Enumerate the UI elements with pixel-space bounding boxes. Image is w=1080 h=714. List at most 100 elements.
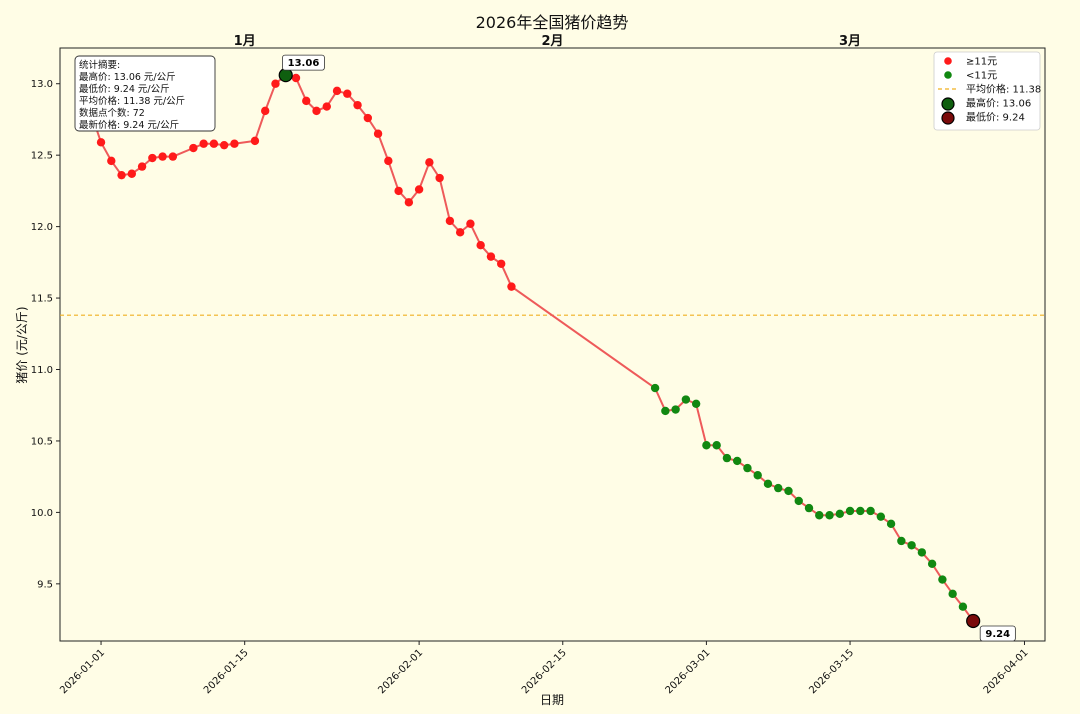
y-tick-label: 13.0	[31, 79, 53, 90]
legend-label: 平均价格: 11.38	[966, 83, 1041, 96]
data-point	[353, 100, 362, 110]
data-point	[250, 136, 260, 146]
data-point	[753, 471, 762, 480]
y-tick-label: 9.5	[37, 579, 53, 590]
data-point	[774, 483, 783, 493]
month-label: 2月	[541, 34, 563, 49]
legend-label: 最高价: 13.06	[966, 97, 1031, 110]
data-point	[373, 129, 383, 138]
data-point	[897, 536, 906, 546]
x-tick-label: 2026-02-15	[520, 647, 569, 696]
summary-line: 数据点个数: 72	[79, 107, 145, 119]
min-annotation-box	[979, 625, 1016, 642]
data-point	[230, 139, 239, 148]
y-tick-label: 11.0	[31, 365, 53, 376]
data-point	[302, 96, 311, 106]
x-tick-label: 2026-01-15	[202, 647, 251, 696]
summary-line: 最低价: 9.24 元/公斤	[79, 83, 170, 95]
x-tick-label: 2026-03-15	[807, 647, 856, 696]
data-point	[702, 441, 711, 450]
y-tick-label: 12.5	[31, 151, 53, 162]
data-point	[158, 152, 167, 161]
min-point-marker	[966, 613, 981, 629]
summary-frame	[74, 55, 216, 132]
data-point	[866, 506, 875, 516]
data-point	[835, 509, 844, 519]
data-point	[271, 79, 280, 88]
y-axis-label: 猪价 (元/公斤)	[15, 306, 29, 383]
summary-line: 最高价: 13.06 元/公斤	[79, 71, 176, 83]
data-point	[404, 198, 414, 207]
data-point	[856, 506, 865, 516]
data-point	[732, 456, 742, 466]
data-point	[927, 559, 937, 569]
data-point	[958, 602, 968, 611]
x-axis-label: 日期	[540, 693, 564, 707]
month-labels: 1月 2月 3月	[234, 34, 861, 49]
legend-marker	[944, 57, 952, 65]
y-tick-label: 11.5	[31, 294, 53, 305]
data-point	[743, 463, 752, 473]
data-point	[763, 479, 773, 489]
data-point	[117, 170, 126, 180]
data-point	[876, 512, 886, 521]
data-point	[650, 383, 660, 393]
data-point	[219, 140, 229, 150]
data-point	[189, 143, 198, 153]
y-tick-label: 10.0	[31, 508, 53, 519]
data-point	[886, 519, 896, 529]
data-point	[722, 453, 732, 463]
data-point	[938, 575, 947, 584]
data-point	[845, 506, 855, 516]
summary-line: 平均价格: 11.38 元/公斤	[79, 95, 185, 107]
data-point	[661, 406, 670, 416]
data-point	[312, 106, 321, 116]
data-point	[414, 185, 424, 194]
data-point	[445, 216, 455, 226]
y-tick-label: 10.5	[31, 436, 53, 447]
data-point	[291, 73, 301, 83]
month-label: 1月	[234, 34, 256, 49]
data-point	[681, 395, 691, 404]
data-point	[261, 106, 270, 116]
x-axis: 2026-01-01 2026-01-15 2026-02-01 2026-02-15…	[58, 641, 1031, 696]
data-point	[199, 139, 208, 148]
data-point	[486, 252, 496, 261]
data-point	[466, 219, 475, 228]
data-point	[435, 173, 444, 183]
y-axis: 9.5 10.0 10.5 11.0 11.5 12.0 12.5 13.0	[31, 79, 60, 590]
data-point	[815, 511, 824, 520]
data-point	[496, 259, 506, 268]
x-tick-label: 2026-01-01	[58, 647, 107, 696]
summary-line: 最新价格: 9.24 元/公斤	[79, 119, 179, 131]
data-point	[917, 548, 927, 557]
data-point	[394, 186, 403, 196]
data-point	[96, 138, 106, 147]
data-point	[425, 158, 434, 167]
x-tick-label: 2026-02-01	[376, 647, 425, 696]
data-point	[507, 282, 516, 291]
data-point	[127, 169, 137, 178]
data-point	[455, 228, 465, 237]
min-annotation-label: 9.24	[985, 629, 1010, 640]
plot-area	[59, 47, 1046, 642]
annotations: 13.06 9.24	[282, 54, 1016, 642]
legend-label: 最低价: 9.24	[966, 111, 1025, 124]
series-line	[89, 73, 975, 622]
data-point	[343, 89, 352, 98]
data-point	[107, 156, 116, 166]
data-point	[332, 86, 342, 96]
data-point	[794, 496, 803, 506]
data-point	[168, 152, 178, 161]
legend-label: <11元	[966, 71, 997, 82]
x-tick-label: 2026-04-01	[982, 647, 1031, 696]
data-point	[322, 102, 331, 111]
price-line	[89, 73, 975, 622]
x-tick-label: 2026-03-01	[664, 647, 713, 696]
legend-frame	[933, 51, 1041, 131]
legend-label: ≥11元	[966, 57, 997, 68]
legend-big-marker	[941, 97, 955, 111]
